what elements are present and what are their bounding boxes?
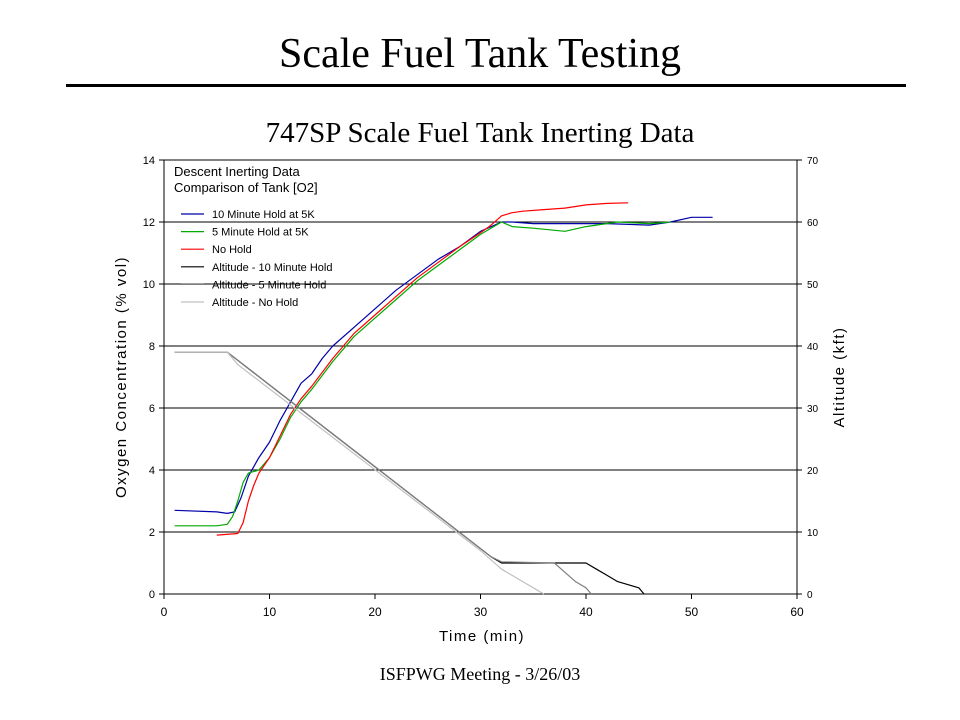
series-line	[174, 216, 713, 515]
footer-text: ISFPWG Meeting - 3/26/03	[379, 664, 581, 684]
y2-tick-label: 40	[807, 342, 819, 353]
x-tick-label: 20	[368, 605, 382, 619]
y-tick-label: 4	[149, 465, 155, 477]
y2-tick-label: 50	[807, 280, 819, 291]
y-tick-label: 8	[149, 341, 155, 353]
y-tick-label: 0	[149, 589, 155, 601]
x-tick-label: 40	[579, 605, 593, 619]
y2-tick-label: 60	[807, 218, 819, 229]
series-line	[174, 351, 545, 595]
series-layer	[174, 202, 713, 595]
y2-tick-label: 70	[807, 156, 819, 167]
title-rule	[66, 84, 906, 87]
chart-title: 747SP Scale Fuel Tank Inerting Data	[265, 117, 695, 149]
y-tick-label: 10	[143, 279, 155, 291]
legend-heading: Comparison of Tank [O2]	[174, 180, 318, 195]
legend-label: 5 Minute Hold at 5K	[212, 227, 309, 239]
x-axis-label: Time (min)	[439, 628, 525, 645]
y2-tick-label: 20	[807, 466, 819, 477]
grid-layer	[164, 221, 797, 533]
ticks-layer: 0 2 4 6 8 10 12 14 0 10 20 30 40 50 60 70 0 10 20 30 40 50 60	[143, 155, 819, 619]
series-line	[174, 351, 645, 595]
y-tick-label: 12	[143, 217, 155, 229]
x-tick-label: 50	[685, 605, 699, 619]
legend-label: Altitude - 10 Minute Hold	[212, 262, 332, 274]
x-tick-label: 10	[263, 605, 277, 619]
series-line	[174, 221, 671, 527]
y2-tick-label: 30	[807, 404, 819, 415]
y2-axis-label: Altitude (kft)	[831, 326, 848, 427]
legend-label: No Hold	[212, 244, 252, 256]
y-tick-label: 6	[149, 403, 155, 415]
slide-title: Scale Fuel Tank Testing	[278, 31, 681, 77]
x-tick-label: 30	[474, 605, 488, 619]
legend-label: Altitude - 5 Minute Hold	[212, 279, 326, 291]
x-tick-label: 0	[161, 605, 168, 619]
legend-label: 10 Minute Hold at 5K	[212, 209, 315, 221]
y-tick-label: 2	[149, 527, 155, 539]
x-tick-label: 60	[790, 605, 804, 619]
legend-label: Altitude - No Hold	[212, 297, 298, 309]
series-line	[216, 202, 629, 536]
y-tick-label: 14	[143, 155, 155, 167]
y-axis-label: Oxygen Concentration (% vol)	[113, 256, 130, 498]
series-line	[174, 351, 592, 595]
legend-heading: Descent Inerting Data	[174, 164, 301, 179]
y2-tick-label: 0	[807, 590, 813, 601]
y2-tick-label: 10	[807, 528, 819, 539]
